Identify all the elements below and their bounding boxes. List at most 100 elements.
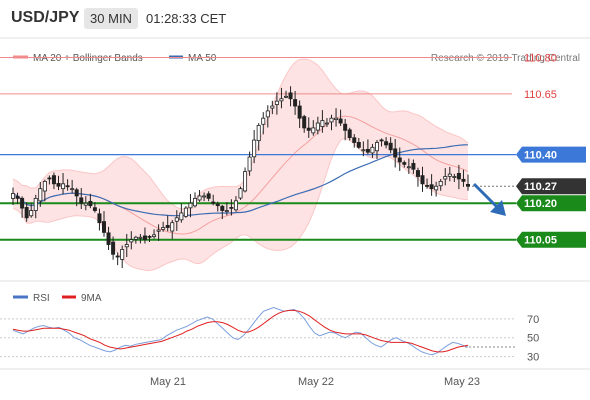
candle-body bbox=[420, 175, 425, 185]
candle-body bbox=[79, 197, 84, 204]
candle-body bbox=[388, 142, 393, 151]
candle-body bbox=[156, 229, 161, 232]
candle-body bbox=[229, 206, 234, 209]
candle-body bbox=[15, 195, 20, 199]
candle-body bbox=[38, 188, 43, 202]
candle-body bbox=[220, 205, 225, 211]
candle-body bbox=[456, 173, 461, 180]
x-label-may22: May 22 bbox=[298, 376, 334, 388]
candle-body bbox=[393, 148, 398, 158]
clock-time: 01:28:33 CET bbox=[146, 11, 227, 26]
candle-body bbox=[447, 173, 452, 177]
candle-body bbox=[70, 188, 75, 191]
level-label-110-40: 110.40 bbox=[524, 150, 557, 162]
candle-body bbox=[352, 137, 357, 143]
candle-body bbox=[338, 118, 343, 124]
candle-body bbox=[97, 213, 102, 224]
candle-body bbox=[233, 200, 238, 211]
rsi-tick-70: 70 bbox=[527, 314, 539, 326]
candle-body bbox=[434, 185, 439, 191]
candle-body bbox=[170, 222, 175, 232]
candle-body bbox=[379, 139, 384, 142]
rsi-ma-legend-label: 9MA bbox=[81, 293, 102, 304]
candle-body bbox=[161, 227, 166, 230]
ma50-legend-label: MA 50 bbox=[188, 53, 217, 64]
candle-body bbox=[302, 116, 307, 129]
candle-body bbox=[265, 110, 270, 118]
candle-body bbox=[206, 193, 211, 199]
candle-body bbox=[83, 202, 88, 206]
candle-body bbox=[315, 122, 320, 131]
candle-body bbox=[88, 200, 93, 207]
level-label-110-05: 110.05 bbox=[524, 235, 557, 247]
candle-body bbox=[188, 202, 193, 209]
candle-body bbox=[243, 171, 248, 192]
candle-body bbox=[183, 207, 188, 217]
candle-body bbox=[211, 201, 216, 204]
forecast-arrow bbox=[472, 182, 506, 216]
candle-body bbox=[297, 105, 302, 119]
copyright-text: Research © 2019 Trading Central bbox=[431, 53, 580, 64]
candle-body bbox=[51, 175, 56, 185]
candle-body bbox=[202, 195, 207, 198]
candle-body bbox=[324, 122, 329, 125]
candle-body bbox=[261, 117, 266, 125]
level-label-110-65: 110.65 bbox=[524, 89, 557, 101]
candle-body bbox=[65, 185, 70, 188]
candle-body bbox=[102, 221, 107, 233]
x-label-may23: May 23 bbox=[444, 376, 480, 388]
candle-body bbox=[370, 146, 375, 154]
candle-body bbox=[133, 236, 138, 240]
bollinger-upper-line bbox=[12, 58, 469, 210]
candle-body bbox=[461, 178, 466, 182]
level-tag-110-40: 110.40 bbox=[516, 146, 586, 163]
rsi-ma-line bbox=[12, 309, 469, 353]
candle-body bbox=[61, 183, 66, 190]
level-label-110-20: 110.20 bbox=[524, 198, 557, 210]
candle-body bbox=[311, 127, 316, 134]
candle-body bbox=[361, 149, 366, 152]
candle-body bbox=[329, 117, 334, 123]
candlestick-series bbox=[10, 86, 470, 269]
candle-body bbox=[74, 189, 79, 197]
candle-body bbox=[147, 235, 152, 238]
candle-body bbox=[24, 207, 29, 219]
candle-body bbox=[283, 95, 288, 98]
candle-body bbox=[402, 162, 407, 165]
bollinger-legend-label: MA 20 + Bollinger Bands bbox=[33, 53, 143, 64]
candle-body bbox=[238, 188, 243, 199]
candle-body bbox=[425, 185, 430, 187]
candle-body bbox=[247, 156, 252, 172]
candle-body bbox=[438, 180, 443, 187]
candle-body bbox=[334, 117, 339, 121]
symbol-title: USD/JPY bbox=[11, 9, 80, 26]
candle-body bbox=[320, 120, 325, 127]
candle-body bbox=[429, 184, 434, 190]
candle-body bbox=[411, 163, 416, 170]
candle-body bbox=[138, 236, 143, 239]
candle-body bbox=[197, 195, 202, 201]
candle-body bbox=[356, 142, 361, 148]
candle-body bbox=[20, 197, 25, 209]
candle-body bbox=[92, 207, 97, 211]
rsi-legend-label: RSI bbox=[33, 293, 50, 304]
candle-body bbox=[29, 210, 34, 217]
candle-body bbox=[252, 139, 257, 158]
candle-body bbox=[106, 232, 111, 245]
candle-body bbox=[406, 166, 411, 169]
candle-body bbox=[129, 239, 134, 243]
candle-body bbox=[174, 217, 179, 222]
candle-body bbox=[115, 255, 120, 258]
timeframe-button[interactable]: 30 MIN bbox=[84, 8, 138, 29]
ma50-line bbox=[12, 144, 469, 217]
bollinger-band-fill bbox=[13, 59, 468, 271]
candle-body bbox=[465, 183, 470, 187]
candle-body bbox=[33, 197, 38, 211]
level-tag-110-20: 110.20 bbox=[516, 195, 586, 212]
candle-body bbox=[124, 244, 129, 248]
rsi-tick-30: 30 bbox=[527, 352, 539, 364]
candle-body bbox=[192, 197, 197, 207]
candle-body bbox=[111, 241, 116, 255]
level-tag-110-05: 110.05 bbox=[516, 231, 586, 248]
